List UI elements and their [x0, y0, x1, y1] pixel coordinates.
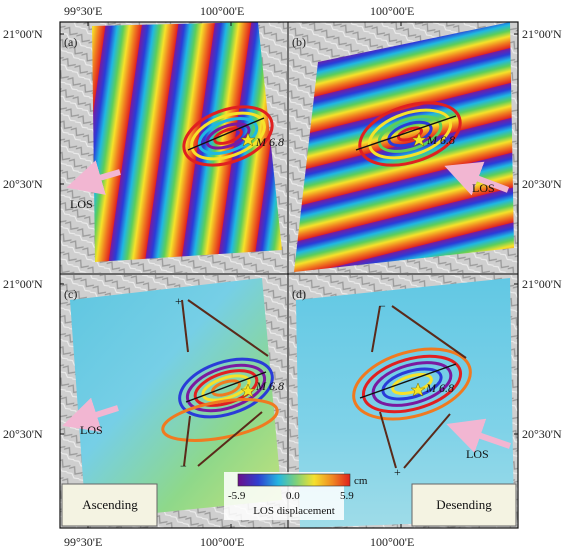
colorbar-unit: cm [354, 475, 368, 487]
right-tick-1: 21°00'N [522, 27, 562, 41]
los-label: LOS [80, 423, 103, 437]
minus-marker: − [180, 459, 187, 473]
colorbar-min: -5.9 [228, 490, 246, 502]
profile-line [183, 415, 191, 467]
magnitude-label: M 6.8 [426, 133, 455, 147]
panel-a: M 6.8 LOS [60, 22, 287, 273]
panel-c: + − M 6.8 LOS [60, 275, 287, 528]
top-tick-2: 100°00'E [200, 4, 244, 18]
left-tick-4: 20°30'N [3, 427, 43, 441]
deformation-lobe [182, 105, 274, 167]
panel-label-c: (c) [64, 287, 77, 301]
los-label: LOS [466, 447, 489, 461]
plus-marker: + [394, 465, 401, 479]
descending-box: Desending [411, 483, 517, 527]
fault-line [355, 115, 457, 151]
panel-label-b: (b) [292, 35, 306, 49]
epicenter-star [410, 382, 426, 397]
figure-frame [59, 21, 519, 529]
los-arrow [62, 397, 119, 433]
colorbar-mid: 0.0 [286, 490, 300, 502]
fault-line [185, 371, 267, 403]
profile-line [371, 305, 381, 353]
los-arrow [446, 418, 511, 453]
panel-label-a: (a) [64, 35, 77, 49]
minus-marker: − [379, 299, 386, 313]
right-tick-4: 20°30'N [522, 427, 562, 441]
ascending-box: Ascending [61, 483, 158, 527]
los-arrow [444, 161, 510, 196]
magnitude-label: M 6.8 [425, 381, 454, 395]
los-label: LOS [472, 181, 495, 195]
fault-line [187, 117, 265, 151]
colorbar-gradient [237, 473, 351, 487]
ascending-label: Ascending [82, 497, 138, 512]
deformation-lobe [352, 347, 472, 421]
bottom-tick-1: 99°30'E [64, 535, 102, 549]
panel-b: M 6.8 LOS [289, 22, 518, 273]
right-tick-2: 20°30'N [522, 177, 562, 191]
panel-label-d: (d) [292, 287, 306, 301]
unwrapped-swath [70, 278, 282, 520]
los-arrow [66, 160, 121, 195]
profile-line [403, 413, 451, 469]
left-tick-1: 21°00'N [3, 27, 43, 41]
unwrapped-swath [296, 278, 514, 528]
left-tick-2: 20°30'N [3, 177, 43, 191]
fault-line [359, 363, 457, 399]
plus-marker: + [175, 294, 182, 308]
colorbar-max: 5.9 [340, 490, 354, 502]
top-tick-1: 99°30'E [64, 4, 102, 18]
profile-line [379, 411, 397, 469]
bottom-tick-2: 100°00'E [200, 535, 244, 549]
profile-line [181, 299, 189, 353]
profile-line [197, 411, 263, 467]
right-tick-3: 21°00'N [522, 277, 562, 291]
top-tick-3: 100°00'E [370, 4, 414, 18]
profile-line [187, 299, 269, 357]
deformation-lobe [358, 101, 462, 167]
bottom-tick-3: 100°00'E [370, 535, 414, 549]
left-tick-3: 21°00'N [3, 277, 43, 291]
profile-line [391, 305, 467, 359]
magnitude-label: M 6.8 [255, 135, 284, 149]
descending-label: Desending [436, 497, 492, 512]
epicenter-star [411, 132, 427, 147]
epicenter-star [240, 132, 256, 147]
magnitude-label: M 6.8 [255, 379, 284, 393]
epicenter-star [240, 383, 256, 398]
los-label: LOS [70, 197, 93, 211]
colorbar: cm -5.9 0.0 5.9 LOS displacement [224, 472, 368, 520]
interferogram-swath [92, 22, 282, 262]
colorbar-title: LOS displacement [253, 505, 335, 517]
